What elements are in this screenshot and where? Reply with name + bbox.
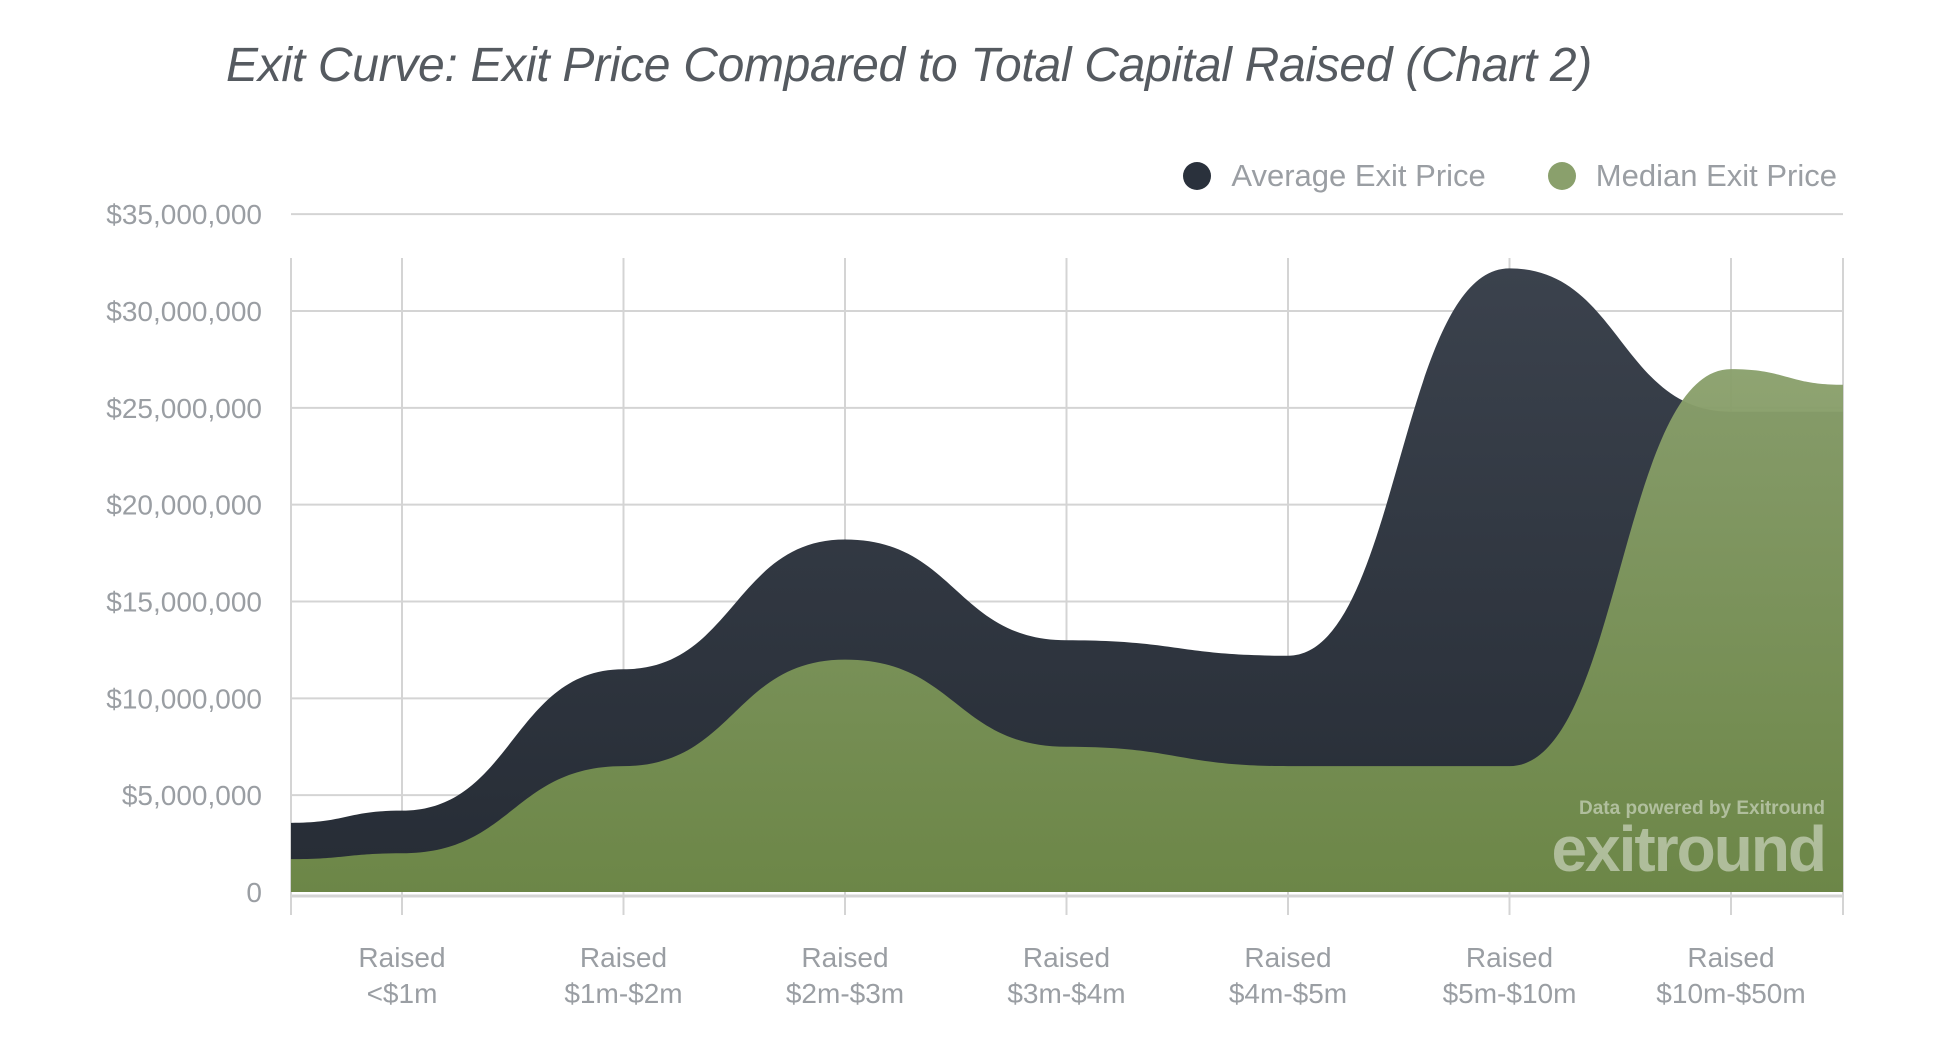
point-average-5 — [1507, 265, 1513, 271]
chart-legend: Average Exit Price Median Exit Price — [1121, 158, 1837, 194]
chart-title: Exit Curve: Exit Price Compared to Total… — [226, 39, 1592, 92]
x-tick-label-4: Raised $4m-$5m — [1229, 942, 1347, 1009]
y-tick-label-1: $30,000,000 — [106, 296, 262, 327]
point-median-3 — [1064, 744, 1070, 750]
point-median-6 — [1728, 366, 1734, 372]
x-tick-label-5: Raised $5m-$10m — [1443, 942, 1577, 1009]
y-tick-label-7: 0 — [246, 877, 262, 908]
y-axis: $35,000,000 $30,000,000 $25,000,000 $20,000… — [106, 199, 262, 908]
area-average-exit-price — [291, 268, 1843, 893]
y-tick-label-0: $35,000,000 — [106, 199, 262, 230]
legend-item-average[interactable]: Average Exit Price — [1183, 158, 1486, 194]
x-tick-label-1: Raised $1m-$2m — [564, 942, 682, 1009]
point-median-0 — [399, 850, 405, 856]
area-median-exit-price — [291, 369, 1843, 892]
x-tick-label-0: Raised <$1m — [358, 942, 445, 1009]
watermark-logo: exitround — [1551, 813, 1825, 885]
point-median-2 — [842, 657, 848, 663]
point-average-1 — [621, 666, 627, 672]
point-average-2 — [842, 537, 848, 543]
x-tick-label-6: Raised $10m-$50m — [1656, 942, 1805, 1009]
x-tick-label-3: Raised $3m-$4m — [1007, 942, 1125, 1009]
x-tick-label-2: Raised $2m-$3m — [786, 942, 904, 1009]
legend-dot-average — [1183, 162, 1212, 190]
x-axis: Raised <$1m Raised $1m-$2m Raised $2m-$3m Rais… — [291, 894, 1843, 1009]
y-tick-label-2: $25,000,000 — [106, 393, 262, 424]
legend-dot-median — [1547, 162, 1576, 190]
point-average-0 — [399, 808, 405, 814]
point-average-4 — [1285, 653, 1291, 659]
point-median-4 — [1285, 763, 1291, 769]
legend-label-median: Median Exit Price — [1595, 158, 1837, 193]
point-median-5 — [1507, 763, 1513, 769]
y-tick-label-5: $10,000,000 — [106, 683, 262, 714]
point-average-3 — [1064, 637, 1070, 643]
y-tick-label-4: $15,000,000 — [106, 587, 262, 618]
point-median-1 — [621, 763, 627, 769]
legend-label-average: Average Exit Price — [1231, 158, 1486, 193]
legend-item-median[interactable]: Median Exit Price — [1547, 158, 1837, 194]
point-average-6 — [1728, 409, 1734, 415]
exitround-watermark: Data powered by Exitround exitround — [1551, 798, 1827, 885]
watermark-caption: Data powered by Exitround — [1579, 798, 1825, 819]
y-tick-label-6: $5,000,000 — [122, 780, 262, 811]
chart-areas — [291, 265, 1843, 893]
y-tick-label-3: $20,000,000 — [106, 490, 262, 521]
